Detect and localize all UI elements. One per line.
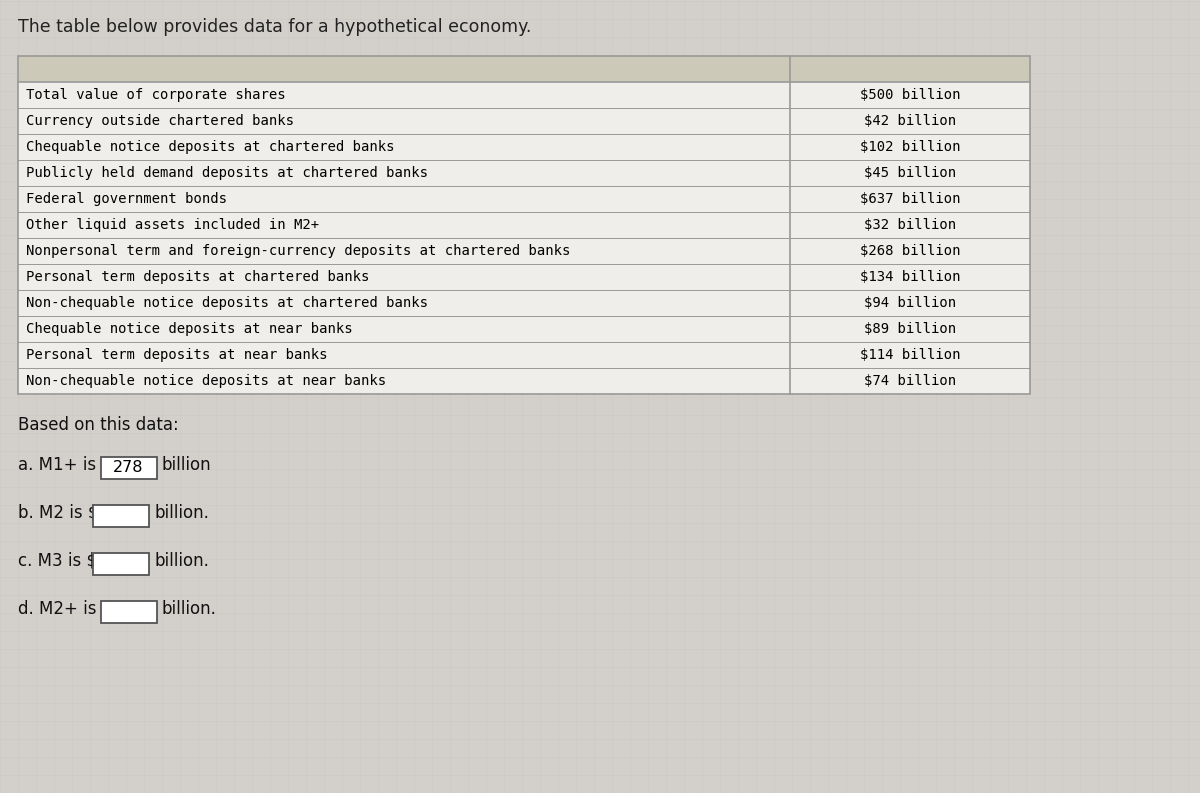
Text: Personal term deposits at chartered banks: Personal term deposits at chartered bank… xyxy=(26,270,370,284)
Text: Non-chequable notice deposits at chartered banks: Non-chequable notice deposits at charter… xyxy=(26,296,428,310)
Text: $94 billion: $94 billion xyxy=(864,296,956,310)
Bar xyxy=(101,457,156,479)
Text: $74 billion: $74 billion xyxy=(864,374,956,388)
Bar xyxy=(94,553,149,575)
Text: billion.: billion. xyxy=(162,600,216,618)
Text: 278: 278 xyxy=(113,461,144,476)
Text: Chequable notice deposits at near banks: Chequable notice deposits at near banks xyxy=(26,322,353,336)
Text: Chequable notice deposits at chartered banks: Chequable notice deposits at chartered b… xyxy=(26,140,395,154)
Text: a. M1+ is $: a. M1+ is $ xyxy=(18,456,112,474)
Text: $32 billion: $32 billion xyxy=(864,218,956,232)
Text: The table below provides data for a hypothetical economy.: The table below provides data for a hypo… xyxy=(18,18,532,36)
Text: billion.: billion. xyxy=(154,504,209,522)
Text: Non-chequable notice deposits at near banks: Non-chequable notice deposits at near ba… xyxy=(26,374,386,388)
Text: Currency outside chartered banks: Currency outside chartered banks xyxy=(26,114,294,128)
Bar xyxy=(18,264,1030,290)
Text: Total value of corporate shares: Total value of corporate shares xyxy=(26,88,286,102)
Bar xyxy=(18,134,1030,160)
Text: $114 billion: $114 billion xyxy=(859,348,960,362)
Text: $42 billion: $42 billion xyxy=(864,114,956,128)
Text: Nonpersonal term and foreign-currency deposits at chartered banks: Nonpersonal term and foreign-currency de… xyxy=(26,244,570,258)
Text: d. M2+ is $: d. M2+ is $ xyxy=(18,600,113,618)
Text: billion.: billion. xyxy=(154,552,209,570)
Text: $500 billion: $500 billion xyxy=(859,88,960,102)
Text: $637 billion: $637 billion xyxy=(859,192,960,206)
Bar xyxy=(18,238,1030,264)
Bar xyxy=(18,108,1030,134)
Text: $268 billion: $268 billion xyxy=(859,244,960,258)
Bar xyxy=(18,368,1030,394)
Bar xyxy=(18,56,1030,394)
Bar xyxy=(18,56,1030,82)
Text: Based on this data:: Based on this data: xyxy=(18,416,179,434)
Bar xyxy=(18,316,1030,342)
Bar xyxy=(101,601,156,623)
Text: $134 billion: $134 billion xyxy=(859,270,960,284)
Bar xyxy=(94,505,149,527)
Bar xyxy=(18,186,1030,212)
Bar xyxy=(18,160,1030,186)
Text: billion: billion xyxy=(162,456,211,474)
Text: b. M2 is $: b. M2 is $ xyxy=(18,504,98,522)
Text: Other liquid assets included in M2+: Other liquid assets included in M2+ xyxy=(26,218,319,232)
Bar xyxy=(18,82,1030,108)
Bar xyxy=(18,290,1030,316)
Text: c. M3 is $: c. M3 is $ xyxy=(18,552,97,570)
Bar xyxy=(18,212,1030,238)
Text: $102 billion: $102 billion xyxy=(859,140,960,154)
Text: Federal government bonds: Federal government bonds xyxy=(26,192,227,206)
Text: Publicly held demand deposits at chartered banks: Publicly held demand deposits at charter… xyxy=(26,166,428,180)
Text: Personal term deposits at near banks: Personal term deposits at near banks xyxy=(26,348,328,362)
Text: $45 billion: $45 billion xyxy=(864,166,956,180)
Text: $89 billion: $89 billion xyxy=(864,322,956,336)
Bar xyxy=(18,342,1030,368)
